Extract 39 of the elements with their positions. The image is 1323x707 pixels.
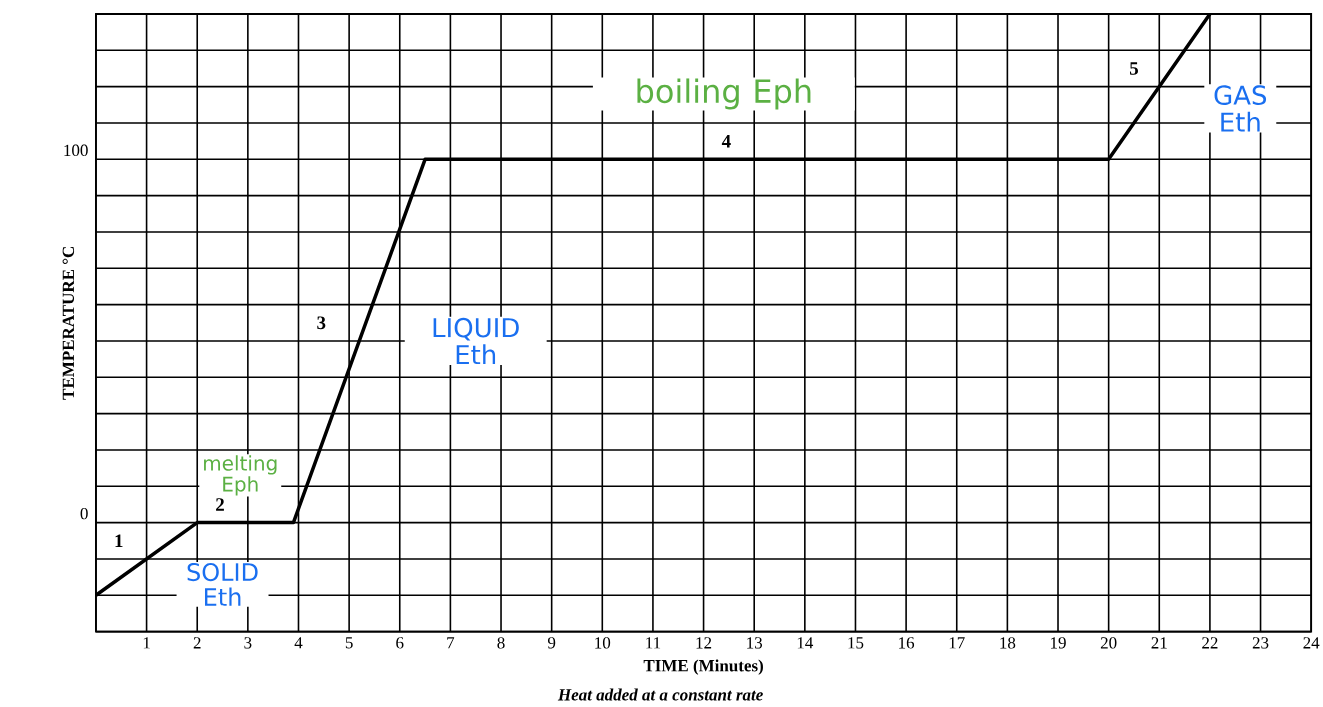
x-tick-label: 24 [1303,637,1320,649]
x-tick-label: 4 [294,637,303,649]
annotation: 3 [317,316,326,330]
x-tick-label: 17 [949,637,965,649]
x-tick-label: 10 [595,637,611,649]
x-tick-label: 15 [848,637,864,649]
x-tick-label: 12 [696,637,712,649]
y-tick-label: 100 [64,144,88,157]
annotation: boiling Eph [637,78,811,110]
x-tick-label: 21 [1151,637,1167,649]
x-tick-label: 14 [797,637,814,649]
annotation: 1 [115,534,123,548]
x-tick-label: 16 [899,637,915,649]
y-axis-title: TEMPERATURE °C [62,247,75,400]
x-tick-label: 20 [1100,637,1117,649]
x-tick-label: 1 [143,637,150,649]
x-tick-label: 11 [646,637,661,649]
x-tick-label: 2 [193,637,201,649]
x-tick-label: 22 [1202,637,1218,649]
x-tick-label: 19 [1051,637,1066,649]
x-tick-label: 3 [244,637,252,649]
x-tick-label: 18 [1000,637,1016,649]
annotation: LIQUID Eth [433,318,519,365]
x-tick-label: 9 [547,637,556,649]
x-tick-label: 23 [1252,637,1269,649]
annotation: melting Eph [204,455,277,496]
x-tick-label: 8 [497,637,505,649]
annotation: SOLID Eth [187,563,258,606]
annotation: GAS Eth [1214,85,1267,132]
annotation: 5 [1129,62,1139,76]
y-tick-label: 0 [80,508,88,520]
x-axis-title: TIME (Minutes) [643,659,763,676]
annotation: 4 [721,135,731,148]
x-tick-label: 13 [747,637,763,649]
x-tick-label: 5 [345,637,353,649]
annotation: 2 [216,498,224,511]
text: Heat added at a constant rate [557,688,763,701]
x-tick-label: 7 [447,637,455,649]
x-tick-label: 6 [396,637,404,649]
